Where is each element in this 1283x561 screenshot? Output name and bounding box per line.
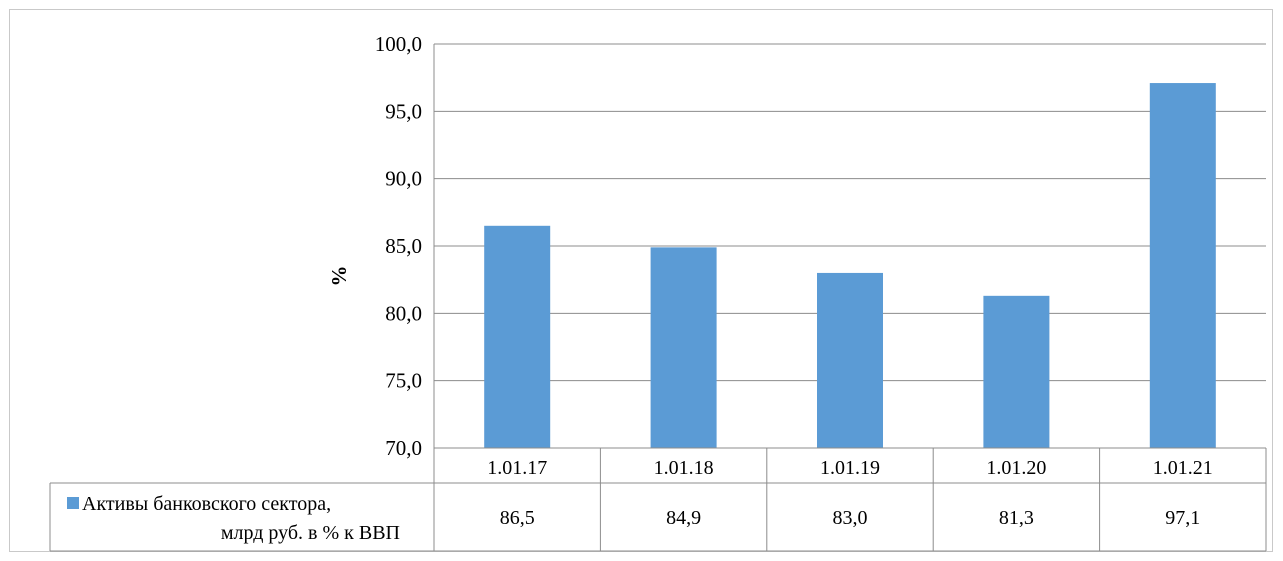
- x-category-label: 1.01.21: [1153, 457, 1213, 479]
- y-tick-label: 85,0: [385, 234, 422, 258]
- data-table-value: 97,1: [1165, 507, 1200, 529]
- data-table-value: 84,9: [666, 507, 701, 529]
- bar: [1149, 83, 1216, 448]
- y-tick-label: 80,0: [385, 301, 422, 325]
- y-tick-label: 70,0: [385, 436, 422, 460]
- data-table-value: 81,3: [999, 507, 1034, 529]
- legend-label-line2: млрд руб. в % к ВВП: [221, 522, 400, 544]
- y-axis-label: %: [327, 266, 351, 287]
- data-table: 1.01.17 86,5 1.01.18 84,9 1.01.19 83,0 1.01.20…: [49, 447, 1267, 552]
- legend-label-line1: Активы банковского сектора,: [82, 493, 331, 515]
- bar: [484, 225, 551, 448]
- y-tick-label: 100,0: [375, 32, 422, 56]
- y-tick-labels: 70,0 75,0 80,0 85,0 90,0 95,0 100,0: [375, 32, 422, 460]
- x-category-label: 1.01.19: [820, 457, 880, 479]
- x-category-label: 1.01.20: [986, 457, 1046, 479]
- data-table-value: 86,5: [500, 507, 535, 529]
- legend-key: [67, 497, 79, 509]
- bars: [484, 83, 1216, 448]
- y-tick-label: 90,0: [385, 167, 422, 191]
- y-tick-label: 75,0: [385, 369, 422, 393]
- y-tick-label: 95,0: [385, 99, 422, 123]
- chart-frame: [9, 9, 1273, 552]
- bar: [650, 247, 717, 448]
- x-category-label: 1.01.18: [654, 457, 714, 479]
- x-category-label: 1.01.17: [487, 457, 547, 479]
- bar: [817, 272, 883, 448]
- data-table-value: 83,0: [833, 507, 868, 529]
- bar: [983, 295, 1050, 448]
